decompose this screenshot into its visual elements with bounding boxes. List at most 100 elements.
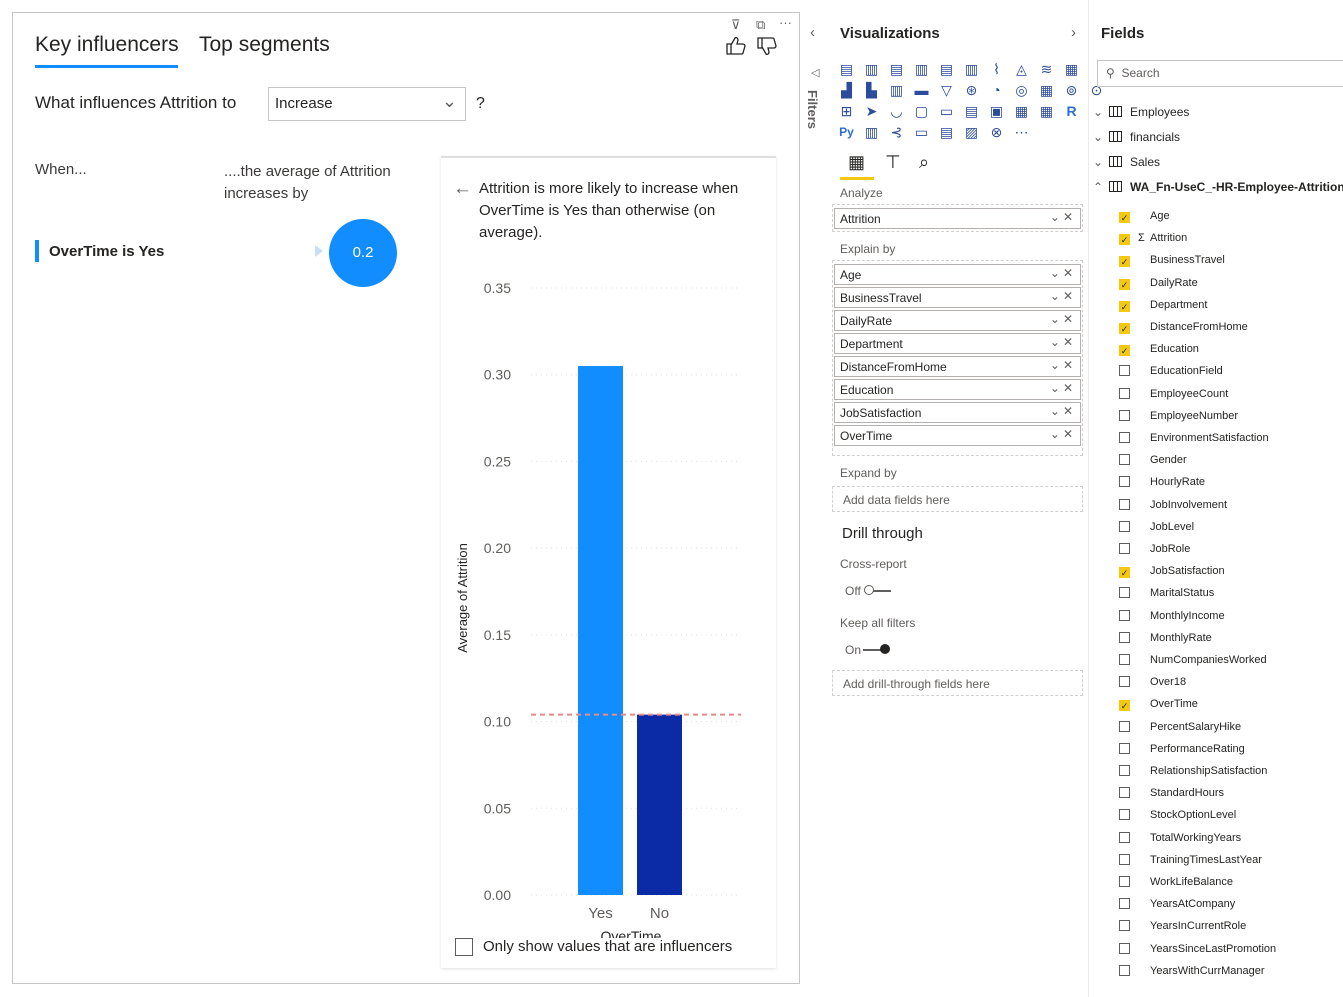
analyze-field-pill[interactable]: Attrition ⌄✕ [834,208,1081,229]
pie-icon[interactable]: ⊛ [965,82,978,98]
field-checkbox[interactable] [1119,498,1130,510]
field-checkbox[interactable] [1119,676,1130,688]
field-checkbox[interactable] [1119,765,1130,776]
explain-by-field-pill[interactable]: JobSatisfaction ⌄✕ [834,402,1081,423]
field-item[interactable]: ✓ Σ Attrition [1119,229,1187,247]
field-checkbox[interactable] [1119,409,1130,421]
field-checkbox[interactable] [1119,454,1130,466]
filters-pane-label[interactable]: Filters [805,90,820,130]
field-checkbox[interactable]: ✓ [1119,323,1130,334]
field-item[interactable]: ✓ OverTime [1119,695,1198,713]
100-column-icon[interactable]: ▥ [964,61,979,77]
explain-by-field-pill[interactable]: DistanceFromHome ⌄✕ [834,356,1081,377]
field-checkbox[interactable] [1119,964,1130,976]
field-checkbox[interactable]: ✓ [1119,234,1130,246]
field-item[interactable]: Over18 [1119,673,1186,691]
multi-row-card-icon[interactable]: ▢ [914,103,929,119]
field-item[interactable]: JobInvolvement [1119,496,1227,514]
pill-actions-icon[interactable]: ⌄✕ [1049,312,1076,326]
influencer-label[interactable]: OverTime is Yes [49,243,165,260]
scatter-icon[interactable]: ▽ [941,82,952,98]
field-checkbox[interactable] [1119,631,1130,643]
matrix-icon[interactable]: ▦ [1014,103,1029,119]
thumbs-down-icon[interactable] [754,35,778,59]
field-item[interactable]: NumCompaniesWorked [1119,651,1267,669]
explain-by-field-pill[interactable]: DailyRate ⌄✕ [834,310,1081,331]
pill-actions-icon[interactable]: ⌄✕ [1049,266,1076,280]
analytics-magnifier-icon[interactable]: ⌕ [919,152,930,172]
pill-actions-icon[interactable]: ⌄✕ [1049,210,1076,224]
field-checkbox[interactable] [1119,520,1130,532]
field-checkbox[interactable]: ✓ [1119,345,1130,357]
100-bar-icon[interactable]: ▤ [939,61,954,77]
decomposition-tree-icon[interactable]: ▥ [864,124,879,140]
explain-by-field-pill[interactable]: Age ⌄✕ [834,264,1081,285]
drill-through-dropzone[interactable]: Add drill-through fields here [832,670,1083,696]
field-checkbox[interactable]: ✓ [1119,567,1130,579]
collapse-visualizations-chevron-icon[interactable]: › [1071,24,1076,41]
focus-mode-icon[interactable]: ⧉ [756,17,766,32]
field-item[interactable]: YearsWithCurrManager [1119,962,1265,980]
funnel-icon[interactable]: ▬ [914,82,929,98]
back-arrow-icon[interactable]: ← [453,178,472,199]
thumbs-up-icon[interactable] [723,33,747,57]
field-checkbox[interactable] [1119,587,1130,599]
field-item[interactable]: StockOptionLevel [1119,806,1236,824]
visual-icon[interactable]: ⋯ [1014,124,1029,140]
only-influencers-checkbox[interactable]: Only show values that are influencers [455,938,732,957]
field-item[interactable]: ✓ JobSatisfaction [1119,562,1225,580]
expand-by-dropzone[interactable]: Add data fields here [832,486,1083,512]
chevron-down-icon[interactable]: ⌄ [1093,155,1104,169]
fields-tab-icon[interactable]: ▦ [848,152,866,172]
field-item[interactable]: YearsAtCompany [1119,895,1235,913]
influence-direction-dropdown[interactable]: Increase ⌄ [268,87,466,121]
chevron-down-icon[interactable]: ⌄ [1093,130,1104,144]
more-options-icon[interactable]: ··· [779,15,792,30]
chevron-down-icon[interactable]: ⌄ [1093,105,1104,119]
field-checkbox[interactable] [1119,609,1130,621]
explain-by-field-pill[interactable]: Education ⌄✕ [834,379,1081,400]
arcgis-map-icon[interactable]: ⊞ [840,103,853,119]
field-checkbox[interactable]: ✓ [1119,700,1130,712]
field-item[interactable]: EmployeeCount [1119,385,1228,403]
field-item[interactable]: ✓ Department [1119,296,1207,314]
field-item[interactable]: MaritalStatus [1119,584,1214,602]
keep-filters-toggle[interactable] [863,649,887,651]
table-icon[interactable]: ▣ [989,103,1004,119]
explain-by-field-pill[interactable]: Department ⌄✕ [834,333,1081,354]
field-checkbox[interactable] [1119,809,1130,821]
field-checkbox[interactable] [1119,432,1130,443]
field-table-row[interactable]: ⌄ Employees [1093,103,1189,121]
smart-narrative-icon[interactable]: ▭ [914,124,929,140]
field-table-row[interactable]: ⌃ WA_Fn-UseC_-HR-Employee-Attrition [1093,178,1343,196]
waterfall-icon[interactable]: ▥ [889,82,904,98]
field-item[interactable]: JobLevel [1119,518,1194,536]
field-checkbox[interactable] [1119,742,1130,754]
line-column-2-icon[interactable]: ▟ [841,82,852,98]
field-item[interactable]: EducationField [1119,362,1223,380]
format-paint-roller-icon[interactable]: ⊤ [885,152,901,172]
field-checkbox[interactable] [1119,476,1130,488]
filter-icon[interactable]: ⊽ [731,17,741,32]
more-icon[interactable]: ⊗ [990,124,1003,140]
field-item[interactable]: YearsSinceLastPromotion [1119,940,1276,958]
pill-actions-icon[interactable]: ⌄✕ [1049,335,1076,349]
field-item[interactable]: WorkLifeBalance [1119,873,1233,891]
field-checkbox[interactable] [1119,787,1130,799]
chevron-up-icon[interactable]: ⌃ [1093,180,1104,194]
field-checkbox[interactable]: ✓ [1119,278,1130,290]
area-chart-icon[interactable]: ◬ [1016,61,1027,77]
key-influencers-visual[interactable]: Key influencers Top segments ⊽ ⧉ ··· Wha… [12,12,800,984]
pill-actions-icon[interactable]: ⌄✕ [1049,427,1076,441]
collapse-filters-chevron-icon[interactable]: ‹ [810,24,815,41]
field-checkbox[interactable] [1119,831,1130,843]
field-checkbox[interactable] [1119,876,1130,887]
field-item[interactable]: ✓ DistanceFromHome [1119,318,1248,336]
field-table-row[interactable]: ⌄ financials [1093,128,1180,146]
field-item[interactable]: PercentSalaryHike [1119,718,1241,736]
stacked-column-icon[interactable]: ▥ [864,61,879,77]
paginated-icon[interactable]: ▤ [939,124,954,140]
cross-report-toggle-knob[interactable] [864,585,874,595]
gauge-icon[interactable]: ➤ [865,103,878,119]
line-column-icon[interactable]: ▦ [1064,61,1079,77]
